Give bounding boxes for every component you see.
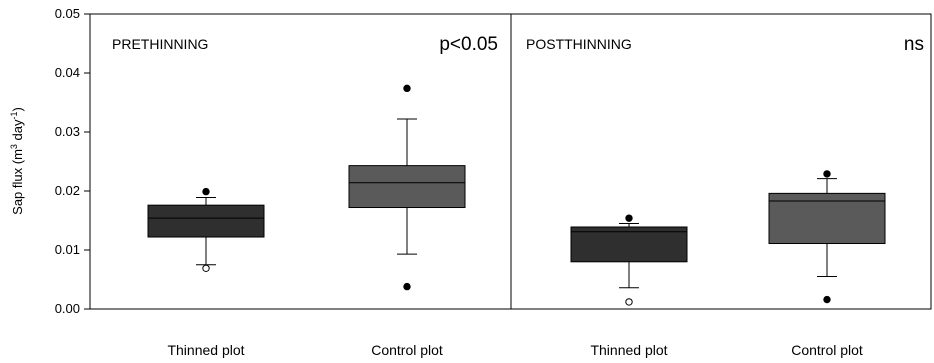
plot-frame-group [89, 13, 932, 310]
outlier-point [403, 282, 411, 291]
outlier-point [823, 170, 831, 178]
panel-title-prethinning: PRETHINNING [112, 36, 208, 52]
panel-postthinning-boxes [570, 170, 886, 306]
panel-postthinning: POSTTHINNING ns [526, 34, 924, 306]
y-tick-label: 0.00 [55, 301, 80, 316]
box-group [348, 84, 466, 291]
y-axis: 0.00 0.01 0.02 0.03 0.04 0.05 [55, 6, 90, 316]
y-tick-label: 0.03 [55, 124, 80, 139]
category-label-postthinning-thinned: Thinned plot [590, 342, 667, 358]
panel-title-postthinning: POSTTHINNING [526, 36, 632, 52]
y-axis-label-end: ) [10, 107, 25, 111]
y-axis-label-base: Sap flux (m [10, 149, 25, 215]
y-tick-label: 0.05 [55, 6, 80, 21]
outlier-point [625, 214, 633, 222]
y-axis-label-mid: day [10, 119, 25, 144]
outlier-point [202, 187, 210, 196]
category-label-prethinning-thinned: Thinned plot [167, 342, 244, 358]
box-group [147, 187, 265, 272]
y-axis-label: Sap flux (m3 day-1) [9, 107, 25, 215]
box-group [768, 170, 886, 304]
y-axis-label-sup1: 3 [9, 144, 19, 149]
y-axis-label-sup2: -1 [9, 111, 19, 119]
y-tick-label: 0.02 [55, 183, 80, 198]
outlier-point [202, 264, 210, 272]
panel-prethinning-boxes [147, 84, 466, 291]
significance-label-postthinning: ns [904, 34, 924, 55]
box-group [570, 214, 688, 306]
outlier-point [403, 84, 411, 93]
box [570, 226, 688, 263]
panel-prethinning: PRETHINNING p<0.05 [112, 34, 498, 291]
y-tick-label: 0.04 [55, 65, 80, 80]
box [768, 192, 886, 245]
box [348, 165, 466, 209]
y-tick-label: 0.01 [55, 242, 80, 257]
category-label-postthinning-control: Control plot [791, 342, 863, 358]
outlier-point [625, 298, 633, 306]
significance-label-prethinning: p<0.05 [439, 34, 498, 55]
category-label-prethinning-control: Control plot [371, 342, 443, 358]
box [147, 204, 265, 238]
outlier-point [823, 295, 831, 304]
